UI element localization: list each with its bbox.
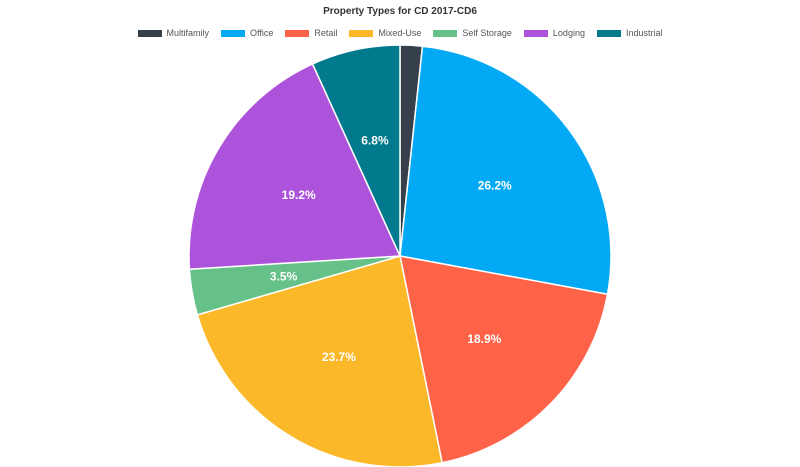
slice-label-retail: 18.9% — [467, 332, 501, 346]
legend-item-multifamily[interactable]: Multifamily — [137, 28, 210, 38]
legend-label: Self Storage — [462, 28, 512, 38]
pie-slices — [188, 44, 612, 467]
legend-label: Retail — [314, 28, 338, 38]
legend-swatch — [433, 29, 458, 37]
legend-label: Office — [250, 28, 274, 38]
legend: Multifamily Office Retail Mixed-Use Self… — [0, 28, 800, 38]
pie-slice-lodging[interactable] — [188, 62, 402, 271]
legend-item-retail[interactable]: Retail — [285, 28, 337, 38]
legend-swatch — [596, 29, 621, 37]
slice-label-office: 26.2% — [478, 178, 512, 192]
legend-item-mixed-use[interactable]: Mixed-Use — [349, 28, 421, 38]
legend-item-office[interactable]: Office — [221, 28, 273, 38]
pie-slice-retail[interactable] — [399, 255, 609, 464]
slice-label-industrial: 6.8% — [361, 134, 389, 148]
legend-item-self-storage[interactable]: Self Storage — [433, 28, 512, 38]
chart-title: Property Types for CD 2017-CD6 — [323, 6, 477, 17]
legend-label: Lodging — [552, 28, 585, 38]
slice-label-self-storage: 3.5% — [270, 269, 298, 283]
legend-label: Multifamily — [166, 28, 210, 38]
legend-item-industrial[interactable]: Industrial — [596, 28, 663, 38]
legend-swatch — [285, 29, 310, 37]
legend-swatch — [349, 29, 374, 37]
legend-label: Industrial — [625, 28, 663, 38]
pie-slice-office[interactable] — [399, 45, 612, 296]
slice-label-mixed-use: 23.7% — [322, 350, 356, 364]
legend-swatch — [137, 29, 162, 37]
pie-labels: 26.2% 18.9% 23.7% 3.5% 19.2% 6.8% — [270, 134, 512, 365]
legend-item-lodging[interactable]: Lodging — [523, 28, 585, 38]
pie-slice-industrial[interactable] — [311, 44, 401, 257]
slice-label-lodging: 19.2% — [282, 188, 316, 202]
legend-swatch — [221, 29, 246, 37]
legend-swatch — [523, 29, 548, 37]
legend-label: Mixed-Use — [378, 28, 422, 38]
